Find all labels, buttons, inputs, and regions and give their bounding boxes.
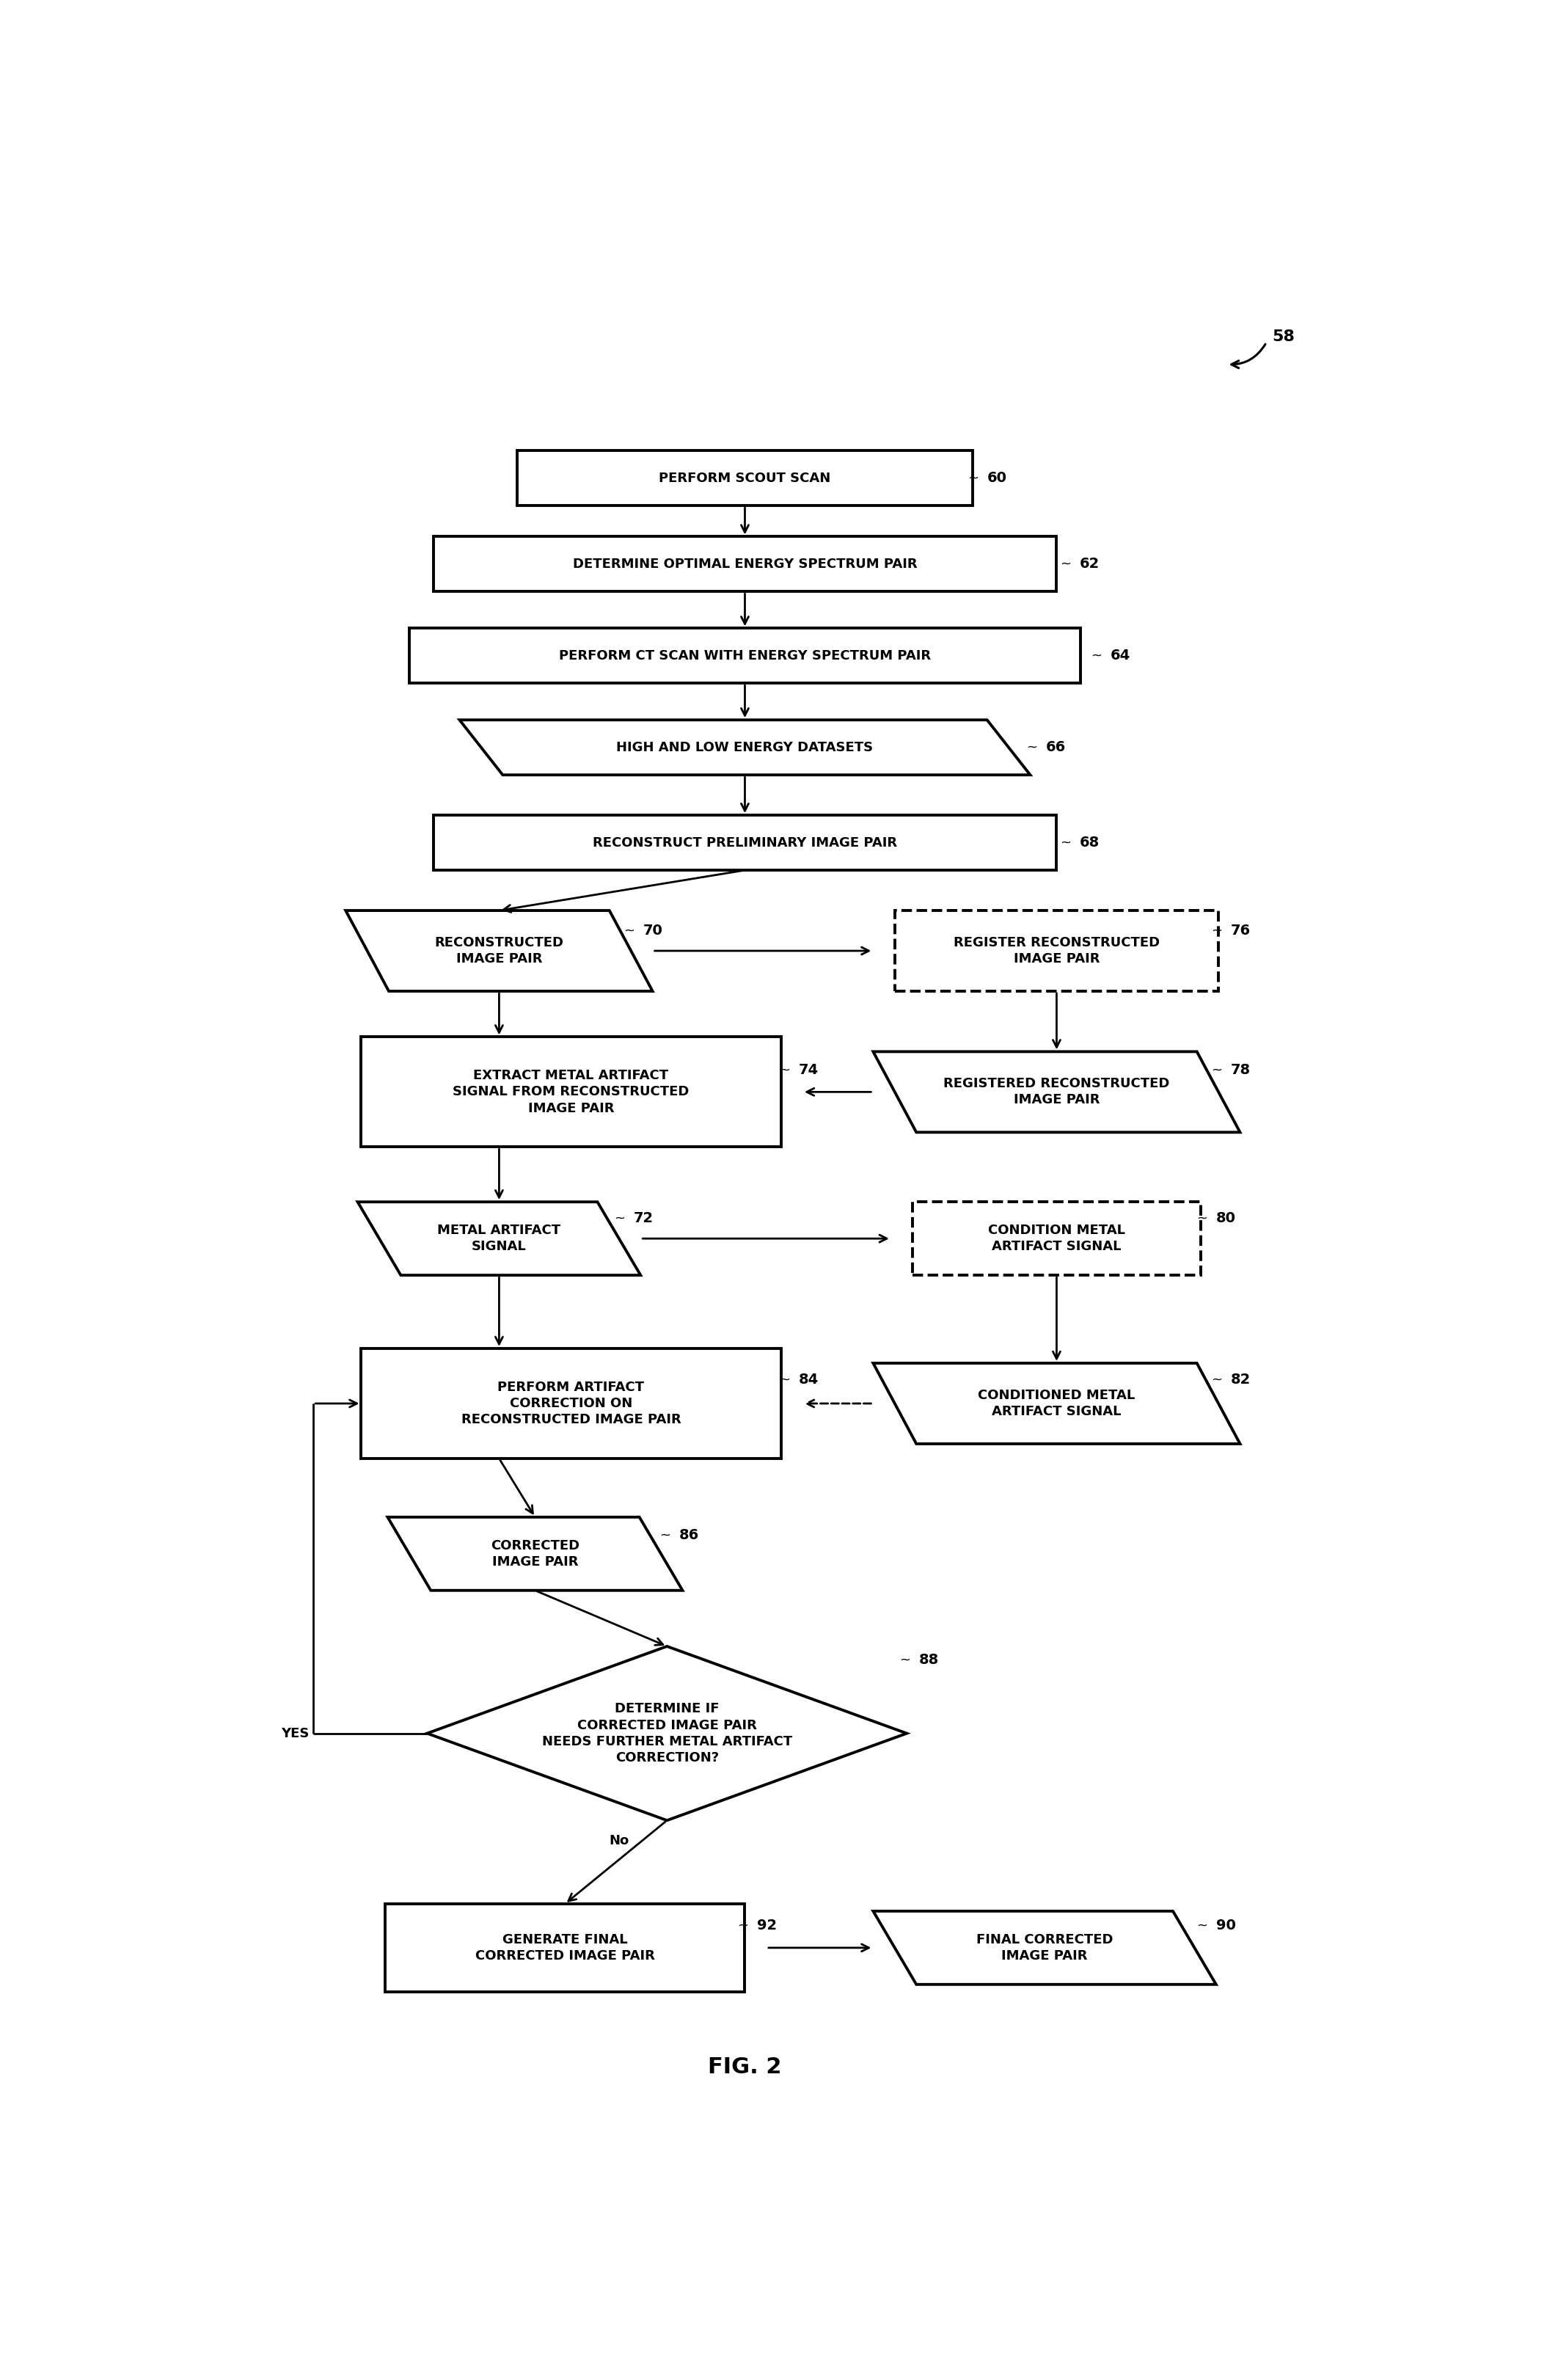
Bar <box>517 450 973 505</box>
Polygon shape <box>459 719 1030 776</box>
Text: ~: ~ <box>1211 1373 1222 1385</box>
Text: 82: 82 <box>1230 1373 1250 1388</box>
Text: ~: ~ <box>1060 835 1071 850</box>
Text: CONDITIONED METAL
ARTIFACT SIGNAL: CONDITIONED METAL ARTIFACT SIGNAL <box>978 1390 1135 1418</box>
Bar <box>894 912 1219 990</box>
Text: 90: 90 <box>1216 1918 1236 1933</box>
Text: FINAL CORRECTED
IMAGE PAIR: FINAL CORRECTED IMAGE PAIR <box>976 1933 1112 1963</box>
Text: FIG. 2: FIG. 2 <box>709 2056 781 2078</box>
Text: CONDITION METAL
ARTIFACT SIGNAL: CONDITION METAL ARTIFACT SIGNAL <box>989 1223 1125 1254</box>
Text: 84: 84 <box>798 1373 818 1388</box>
Text: METAL ARTIFACT
SIGNAL: METAL ARTIFACT SIGNAL <box>438 1223 560 1254</box>
Text: YES: YES <box>282 1728 309 1740</box>
Text: REGISTERED RECONSTRUCTED
IMAGE PAIR: REGISTERED RECONSTRUCTED IMAGE PAIR <box>944 1078 1170 1107</box>
Text: ~: ~ <box>780 1373 791 1385</box>
Text: DETERMINE OPTIMAL ENERGY SPECTRUM PAIR: DETERMINE OPTIMAL ENERGY SPECTRUM PAIR <box>572 557 917 571</box>
Text: ~: ~ <box>623 923 634 938</box>
Bar <box>362 1349 781 1459</box>
Bar <box>913 1202 1200 1276</box>
Text: 60: 60 <box>987 471 1007 486</box>
Text: EXTRACT METAL ARTIFACT
SIGNAL FROM RECONSTRUCTED
IMAGE PAIR: EXTRACT METAL ARTIFACT SIGNAL FROM RECON… <box>453 1069 690 1114</box>
Text: ~: ~ <box>738 1918 749 1933</box>
Text: ~: ~ <box>614 1211 625 1226</box>
Text: ~: ~ <box>1091 650 1101 662</box>
Text: DETERMINE IF
CORRECTED IMAGE PAIR
NEEDS FURTHER METAL ARTIFACT
CORRECTION?: DETERMINE IF CORRECTED IMAGE PAIR NEEDS … <box>541 1702 792 1764</box>
Bar <box>362 1038 781 1147</box>
Text: 80: 80 <box>1216 1211 1236 1226</box>
Text: ~: ~ <box>1197 1211 1208 1226</box>
Text: 92: 92 <box>756 1918 777 1933</box>
Text: ~: ~ <box>659 1528 670 1542</box>
Text: PERFORM CT SCAN WITH ENERGY SPECTRUM PAIR: PERFORM CT SCAN WITH ENERGY SPECTRUM PAI… <box>558 650 931 662</box>
Text: 88: 88 <box>919 1654 939 1666</box>
Text: RECONSTRUCTED
IMAGE PAIR: RECONSTRUCTED IMAGE PAIR <box>435 935 563 966</box>
Text: CORRECTED
IMAGE PAIR: CORRECTED IMAGE PAIR <box>490 1540 580 1568</box>
Text: PERFORM SCOUT SCAN: PERFORM SCOUT SCAN <box>659 471 831 486</box>
Text: GENERATE FINAL
CORRECTED IMAGE PAIR: GENERATE FINAL CORRECTED IMAGE PAIR <box>475 1933 654 1963</box>
Text: No: No <box>610 1835 630 1847</box>
Bar <box>408 628 1080 683</box>
Text: 66: 66 <box>1046 740 1066 754</box>
Text: 86: 86 <box>679 1528 699 1542</box>
Polygon shape <box>873 1052 1241 1133</box>
Polygon shape <box>345 912 653 990</box>
Text: ~: ~ <box>1211 923 1222 938</box>
Text: ~: ~ <box>1060 557 1071 571</box>
Text: 70: 70 <box>644 923 662 938</box>
Bar <box>433 536 1057 593</box>
Polygon shape <box>427 1647 907 1821</box>
Text: RECONSTRUCT PRELIMINARY IMAGE PAIR: RECONSTRUCT PRELIMINARY IMAGE PAIR <box>593 835 897 850</box>
Text: 62: 62 <box>1080 557 1100 571</box>
Polygon shape <box>357 1202 640 1276</box>
Text: ~: ~ <box>1197 1918 1208 1933</box>
Polygon shape <box>873 1364 1241 1445</box>
Text: PERFORM ARTIFACT
CORRECTION ON
RECONSTRUCTED IMAGE PAIR: PERFORM ARTIFACT CORRECTION ON RECONSTRU… <box>461 1380 681 1426</box>
Text: REGISTER RECONSTRUCTED
IMAGE PAIR: REGISTER RECONSTRUCTED IMAGE PAIR <box>953 935 1160 966</box>
Text: 76: 76 <box>1230 923 1250 938</box>
Text: 64: 64 <box>1111 650 1131 662</box>
Text: HIGH AND LOW ENERGY DATASETS: HIGH AND LOW ENERGY DATASETS <box>616 740 874 754</box>
Text: ~: ~ <box>1211 1064 1222 1076</box>
Bar <box>433 816 1057 871</box>
Text: 74: 74 <box>798 1064 818 1076</box>
Text: ~: ~ <box>1026 740 1038 754</box>
Text: ~: ~ <box>968 471 979 486</box>
Polygon shape <box>873 1911 1216 1985</box>
Text: ~: ~ <box>780 1064 791 1076</box>
Text: 58: 58 <box>1273 328 1295 345</box>
Text: ~: ~ <box>899 1654 910 1666</box>
Polygon shape <box>388 1516 682 1590</box>
Bar <box>385 1904 746 1992</box>
Text: 72: 72 <box>633 1211 653 1226</box>
Text: 68: 68 <box>1080 835 1100 850</box>
Text: 78: 78 <box>1230 1064 1250 1076</box>
